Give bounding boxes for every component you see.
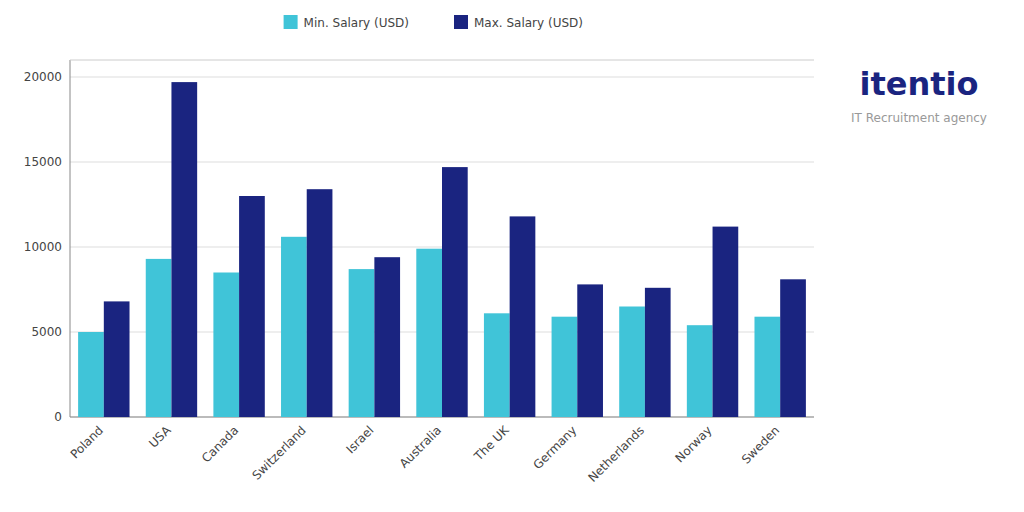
chart-svg: 0 5000 10000 15000 20000 Poland USA CanadaSwitz…: [0, 0, 1024, 512]
bar: [577, 284, 603, 417]
logo: itentio IT Recruitment agency: [851, 65, 987, 125]
bar: [645, 288, 671, 417]
bar: [281, 237, 307, 417]
y-tick-label: 0: [54, 410, 62, 424]
bar: [713, 227, 739, 417]
bar: [213, 273, 239, 418]
x-tick-label: The UK: [471, 422, 513, 464]
bar: [307, 189, 333, 417]
bar: [442, 167, 468, 417]
bar: [146, 259, 172, 417]
y-axis-line: [70, 60, 71, 417]
bar: [484, 313, 510, 417]
legend-label: Max. Salary (USD): [474, 16, 583, 30]
legend-swatch: [454, 15, 468, 29]
logo-sub: IT Recruitment agency: [851, 111, 987, 125]
bar: [374, 257, 400, 417]
bar: [416, 249, 442, 417]
bars: [78, 82, 806, 417]
plot-top-line: [70, 60, 814, 61]
y-tick-label: 5000: [31, 325, 62, 339]
bar: [510, 216, 536, 417]
bar: [552, 317, 578, 417]
x-tick-label: USA: [146, 423, 174, 451]
y-tick-label: 15000: [24, 155, 62, 169]
y-tick-label: 10000: [24, 240, 62, 254]
x-tick-label: Germany: [530, 423, 579, 472]
bar: [104, 301, 130, 417]
bar: [239, 196, 265, 417]
bar: [780, 279, 806, 417]
legend: Min. Salary (USD) Max. Salary (USD): [284, 15, 583, 30]
x-tick-label: Norway: [673, 423, 715, 465]
x-tick-label: Sweden: [739, 423, 782, 466]
x-tick-label: Israel: [343, 423, 376, 456]
y-tick-label: 20000: [24, 70, 62, 84]
x-tick-label: Australia: [397, 423, 444, 470]
bar: [754, 317, 780, 417]
bar: [619, 307, 645, 418]
bar: [171, 82, 197, 417]
grid: [70, 77, 814, 417]
x-tick-label: Poland: [68, 423, 106, 461]
legend-label: Min. Salary (USD): [304, 16, 409, 30]
grid-line: [70, 77, 814, 78]
bar: [349, 269, 375, 417]
x-tick-label: Canada: [199, 423, 241, 465]
bar: [687, 325, 713, 417]
x-tick-label: Switzerland: [249, 423, 308, 482]
legend-swatch: [284, 15, 298, 29]
x-tick-label: Netherlands: [585, 423, 647, 485]
logo-main: itentio: [860, 65, 979, 103]
bar: [78, 332, 104, 417]
chart-container: 0 5000 10000 15000 20000 Poland USA CanadaSwitz…: [0, 0, 1024, 512]
